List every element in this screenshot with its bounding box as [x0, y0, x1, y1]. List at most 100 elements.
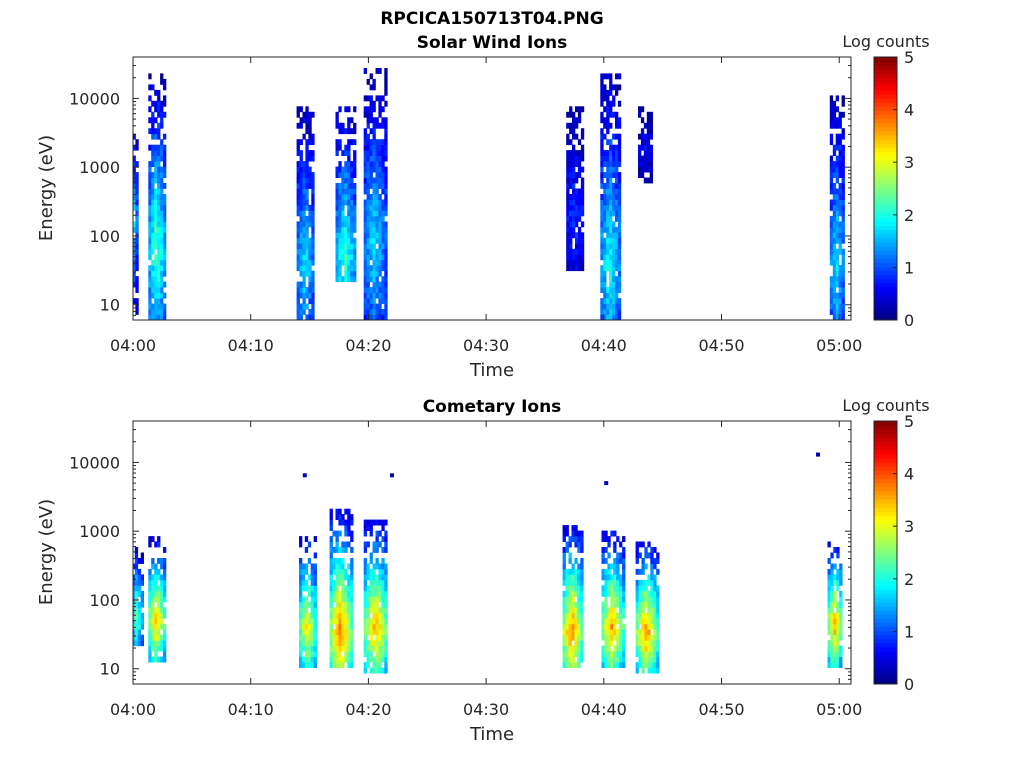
- heatmap-cell: [148, 276, 152, 283]
- heatmap-cell: [378, 68, 382, 74]
- heatmap-cell: [562, 547, 566, 553]
- heatmap-cell: [566, 155, 570, 162]
- heatmap-cell: [638, 634, 642, 641]
- heatmap-cell: [372, 281, 376, 288]
- heatmap-cell: [566, 237, 570, 244]
- heatmap-cell: [338, 651, 342, 657]
- heatmap-cell: [616, 574, 620, 581]
- heatmap-cell: [363, 563, 367, 570]
- heatmap-cell: [613, 547, 617, 553]
- heatmap-cell: [366, 525, 370, 531]
- heatmap-cell: [641, 623, 645, 630]
- heatmap-cell: [606, 73, 610, 80]
- heatmap-cell: [302, 199, 306, 206]
- heatmap-cell: [830, 656, 834, 663]
- heatmap-cell: [344, 547, 348, 553]
- heatmap-cell: [617, 248, 622, 255]
- heatmap-cell: [335, 210, 339, 217]
- heatmap-cell: [335, 662, 339, 668]
- heatmap-cell: [160, 172, 164, 178]
- heatmap-cell: [569, 226, 573, 233]
- heatmap-cell: [308, 254, 312, 261]
- heatmap-cell: [151, 144, 155, 151]
- colorbar-segment: [874, 425, 897, 430]
- heatmap-cell: [148, 254, 152, 261]
- heatmap-cell: [151, 287, 155, 293]
- heatmap-cell: [347, 166, 351, 173]
- heatmap-cell: [613, 596, 617, 603]
- heatmap-cell: [565, 640, 569, 647]
- heatmap-cell: [838, 183, 842, 189]
- heatmap-cell: [160, 601, 164, 608]
- heatmap-cell: [600, 89, 604, 96]
- heatmap-cell: [832, 254, 837, 261]
- heatmap-cell: [603, 89, 607, 96]
- heatmap-cell: [350, 248, 354, 255]
- heatmap-cell: [600, 287, 604, 293]
- heatmap-cell: [369, 303, 373, 310]
- heatmap-cell: [830, 651, 834, 657]
- heatmap-cell: [650, 667, 654, 674]
- heatmap-cell: [619, 618, 623, 625]
- heatmap-cell: [612, 248, 616, 255]
- heatmap-cell: [650, 552, 654, 559]
- heatmap-cell: [160, 150, 164, 156]
- heatmap-cell: [160, 210, 164, 217]
- heatmap-cell: [366, 292, 370, 299]
- heatmap-cell: [562, 623, 566, 630]
- heatmap-cell: [350, 585, 354, 592]
- heatmap-cell: [344, 194, 348, 200]
- heatmap-cell: [378, 122, 382, 129]
- heatmap-cell: [302, 281, 306, 288]
- heatmap-cell: [646, 150, 651, 156]
- heatmap-cell: [649, 117, 653, 124]
- heatmap-cell: [571, 618, 575, 625]
- heatmap-cell: [568, 607, 572, 614]
- heatmap-cell: [163, 133, 167, 140]
- heatmap-cell: [646, 144, 651, 151]
- heatmap-cell: [827, 585, 831, 592]
- heatmap-cell: [604, 585, 608, 592]
- heatmap-cell: [366, 177, 370, 184]
- heatmap-cell: [615, 133, 619, 140]
- heatmap-cell: [378, 596, 382, 603]
- heatmap-cell: [375, 287, 379, 293]
- heatmap-cell: [606, 183, 610, 189]
- heatmap-cell: [574, 530, 578, 537]
- heatmap-cell: [338, 106, 342, 113]
- heatmap-cell: [381, 122, 385, 129]
- heatmap-cell: [341, 629, 345, 636]
- heatmap-cell: [160, 314, 164, 321]
- heatmap-cell: [647, 623, 651, 630]
- colorbar-segment: [874, 519, 897, 525]
- heatmap-cell: [157, 612, 161, 619]
- heatmap-cell: [381, 585, 385, 592]
- heatmap-cell: [151, 100, 155, 107]
- heatmap-cell: [569, 243, 573, 250]
- heatmap-cell: [647, 590, 651, 597]
- heatmap-cell: [580, 645, 584, 652]
- heatmap-cell: [335, 601, 339, 608]
- colorbar-segment: [874, 597, 897, 603]
- heatmap-cell: [609, 199, 613, 206]
- heatmap-cell: [649, 144, 653, 151]
- heatmap-cell: [635, 618, 639, 625]
- heatmap-cell: [310, 568, 314, 575]
- heatmap-cell: [163, 590, 167, 597]
- heatmap-cell: [613, 623, 617, 630]
- heatmap-cell: [299, 574, 303, 581]
- heatmap-cell: [647, 640, 651, 647]
- heatmap-cell: [606, 89, 610, 96]
- heatmap-cell: [157, 596, 161, 603]
- heatmap-cell: [572, 210, 576, 217]
- heatmap-cell: [836, 574, 840, 581]
- heatmap-cell: [301, 623, 306, 630]
- heatmap-cell: [384, 634, 388, 641]
- heatmap-cell: [157, 133, 161, 140]
- heatmap-cell: [601, 568, 605, 575]
- heatmap-cell: [381, 629, 385, 636]
- heatmap-cell: [577, 204, 582, 211]
- heatmap-cell: [577, 530, 581, 537]
- heatmap-cell: [372, 161, 376, 167]
- heatmap-cell: [562, 536, 566, 542]
